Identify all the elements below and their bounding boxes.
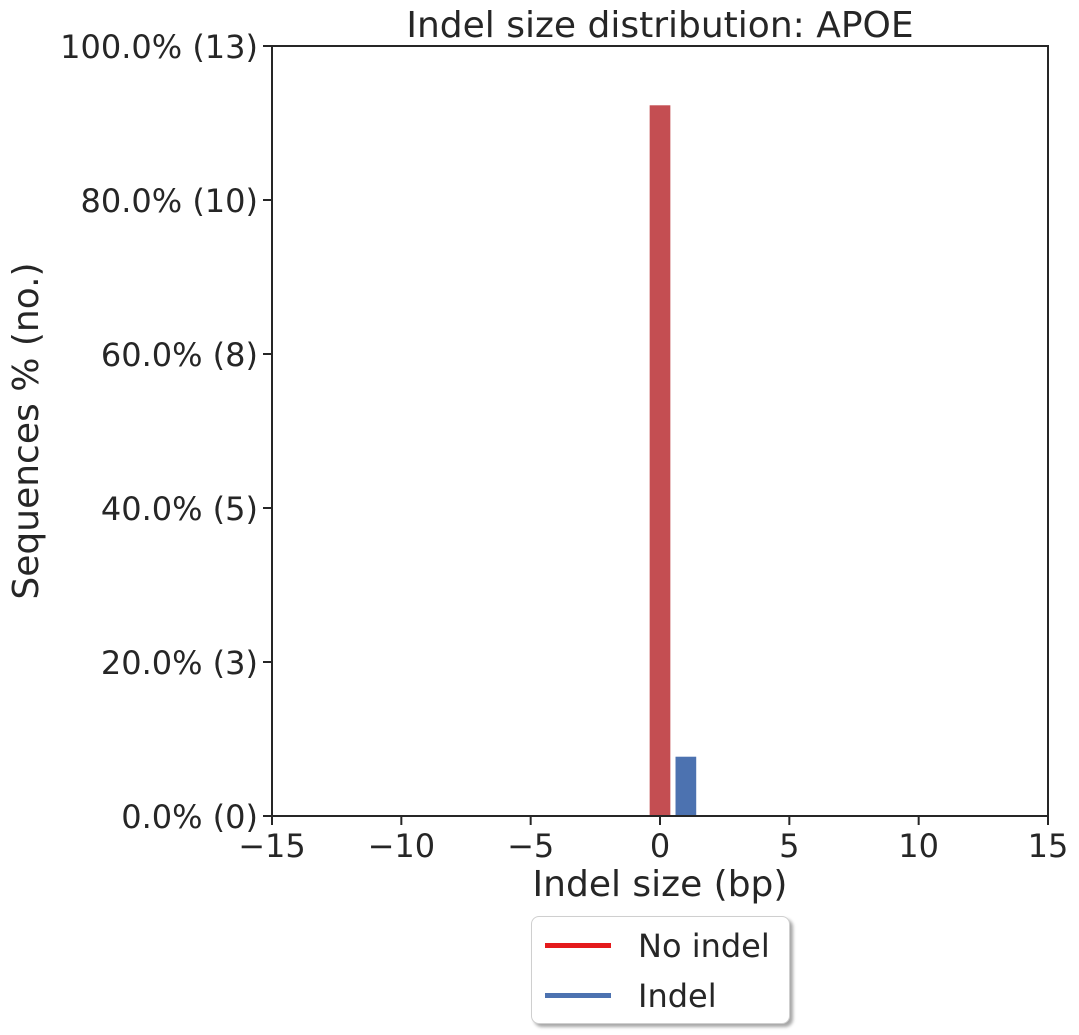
- x-tick-label: 10: [898, 827, 939, 865]
- legend-label-indel: Indel: [638, 977, 717, 1015]
- x-tick-label: −15: [238, 827, 306, 865]
- y-tick-label: 80.0% (10): [80, 182, 258, 220]
- legend-swatch-indel: [545, 993, 611, 998]
- chart-title: Indel size distribution: APOE: [406, 5, 913, 46]
- x-tick-label: 0: [650, 827, 670, 865]
- y-axis-label: Sequences % (no.): [6, 262, 47, 599]
- x-tick-label: −10: [368, 827, 436, 865]
- x-tick-label: −5: [507, 827, 554, 865]
- x-tick-label: 15: [1028, 827, 1069, 865]
- legend-item-indel: Indel: [532, 976, 789, 1016]
- y-tick-label: 40.0% (5): [101, 490, 258, 528]
- legend-item-no-indel: No indel: [532, 926, 789, 966]
- x-axis-label: Indel size (bp): [533, 864, 788, 905]
- y-tick-label: 60.0% (8): [101, 336, 258, 374]
- legend: No indel Indel: [531, 916, 790, 1024]
- x-tick-label: 5: [779, 827, 799, 865]
- bar-no-indel: [649, 105, 671, 817]
- bar-indel: [675, 756, 697, 816]
- plot-frame: [271, 45, 1049, 817]
- legend-label-no-indel: No indel: [638, 927, 770, 965]
- x-axis-ticks: −15 −10 −5 0 5 10 15: [238, 816, 1068, 865]
- y-tick-label: 20.0% (3): [101, 644, 258, 682]
- legend-swatch-no-indel: [545, 943, 611, 948]
- y-axis-ticks: 0.0% (0) 20.0% (3) 40.0% (5) 60.0% (8) 80.0%…: [60, 28, 272, 836]
- y-tick-label: 100.0% (13): [60, 28, 258, 66]
- bars-group: [649, 105, 697, 817]
- y-tick-label: 0.0% (0): [121, 798, 258, 836]
